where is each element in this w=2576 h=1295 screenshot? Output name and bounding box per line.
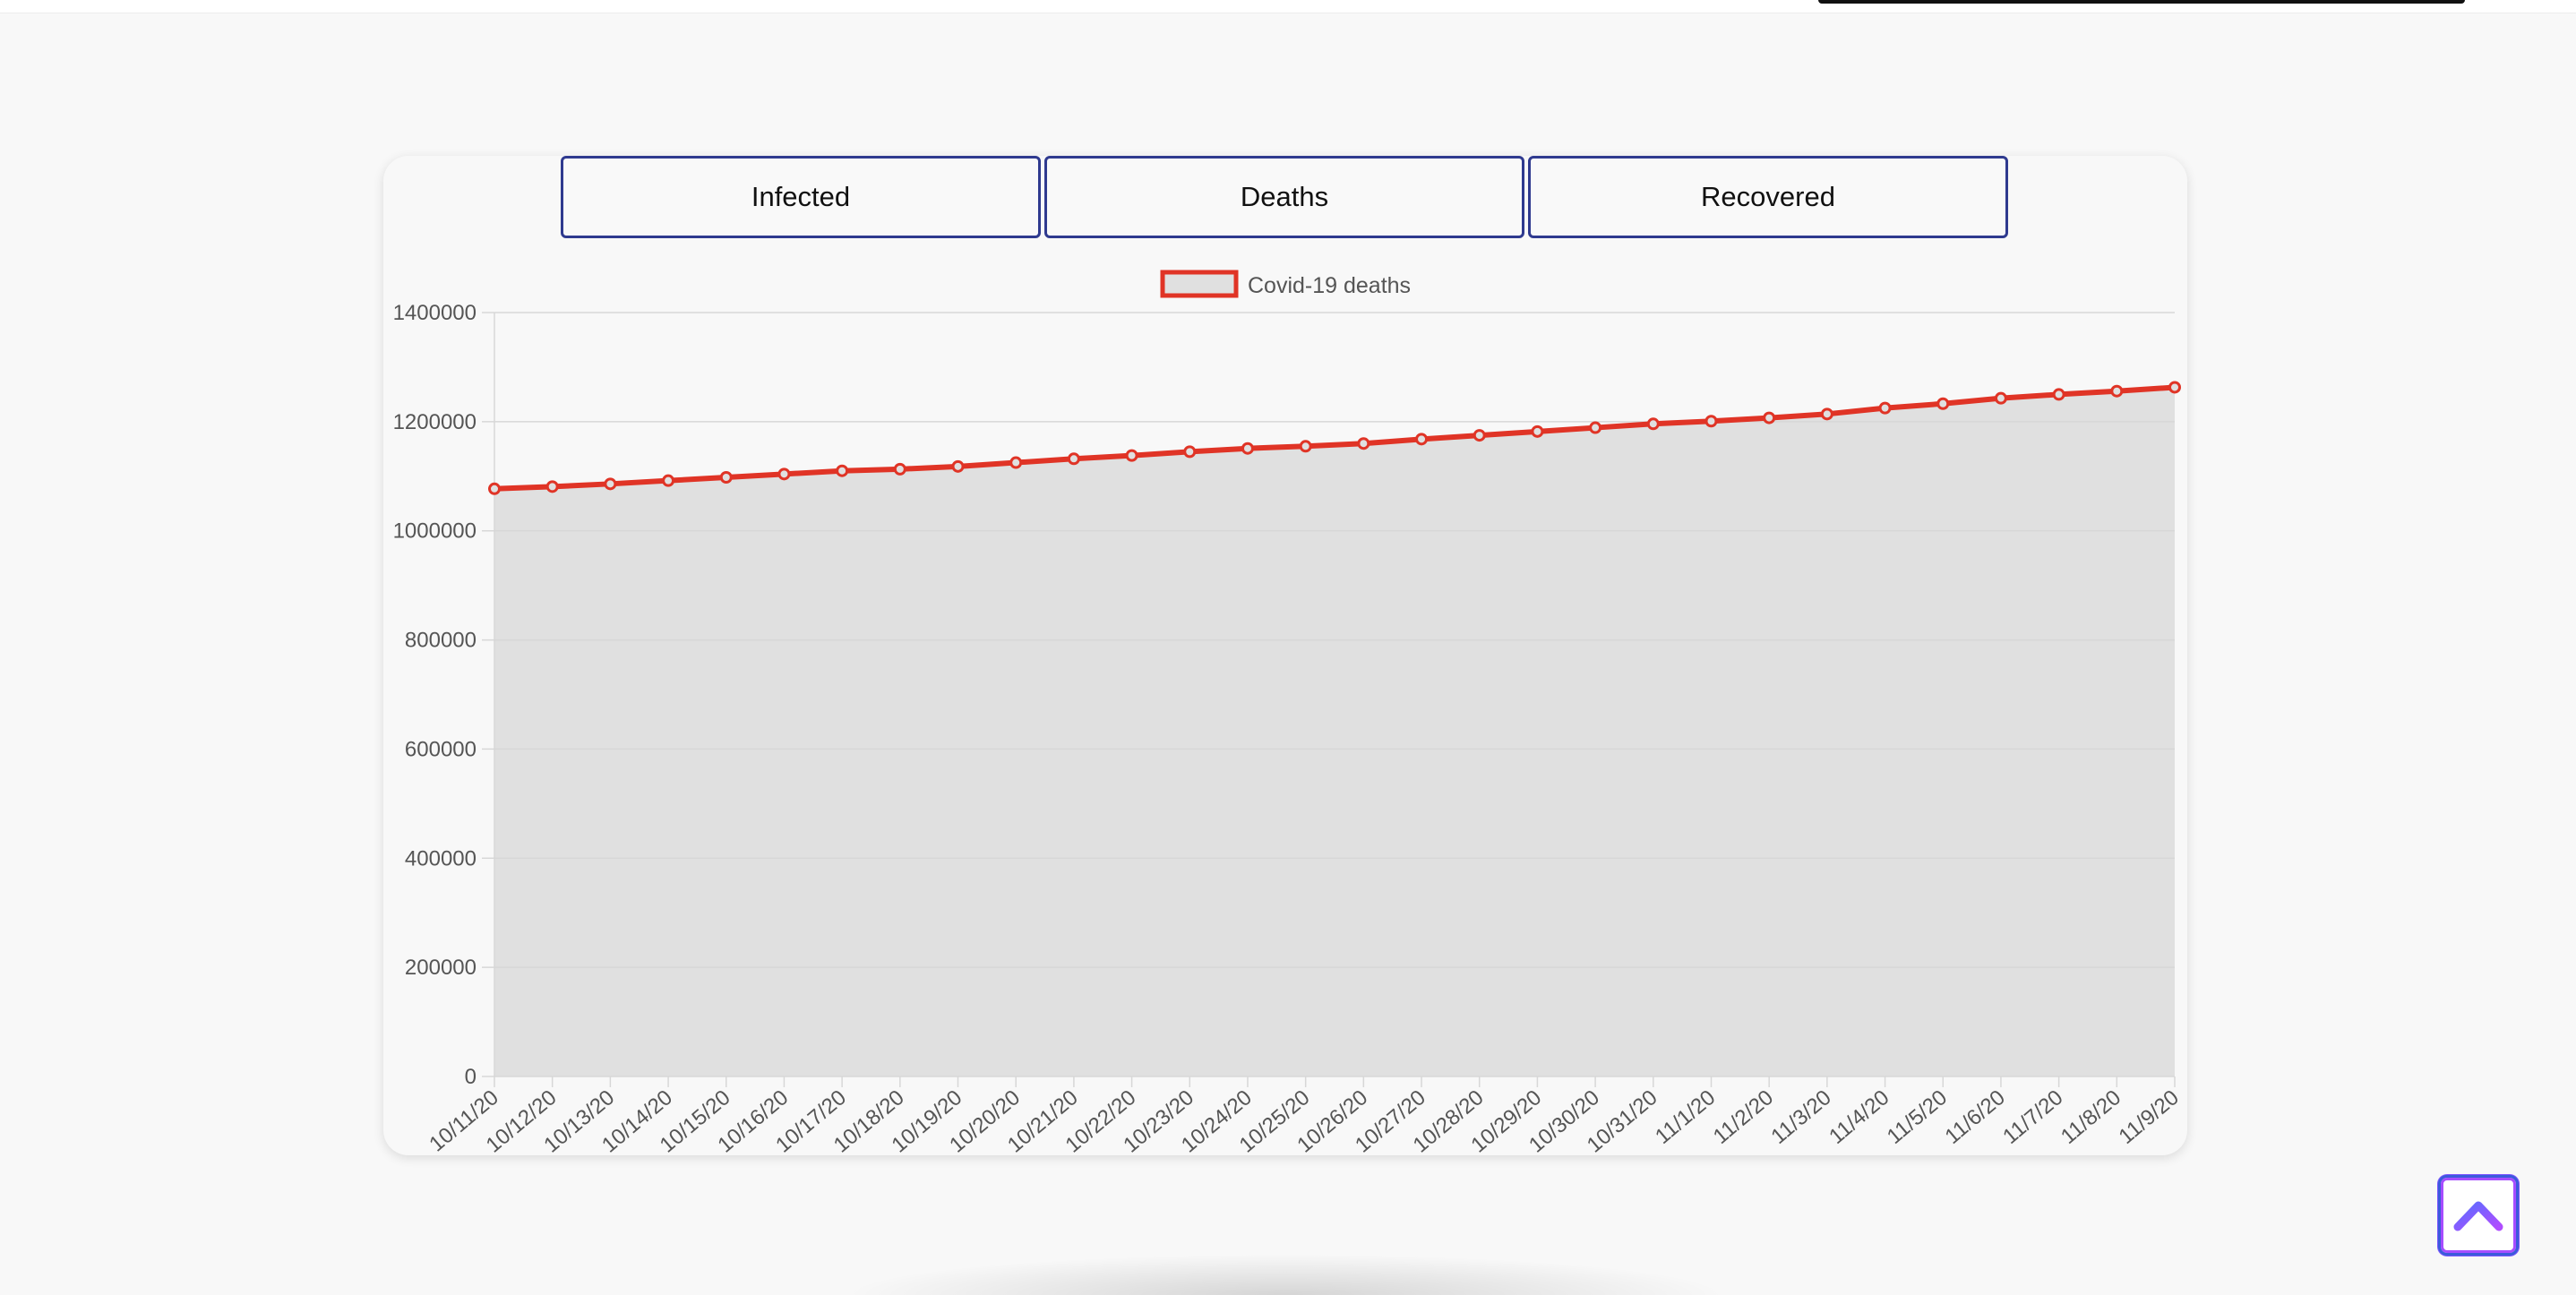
- data-point: [1183, 445, 1197, 459]
- tab-recovered[interactable]: Recovered: [1528, 156, 2008, 238]
- bottom-shadow: [842, 1254, 1729, 1295]
- y-tick-label: 200000: [405, 956, 477, 980]
- data-point: [1125, 449, 1138, 462]
- x-tick-label: 11/8/20: [2057, 1085, 2125, 1149]
- data-point: [1067, 452, 1080, 466]
- data-point: [1820, 407, 1833, 421]
- data-point: [1589, 421, 1602, 434]
- data-point: [1531, 425, 1544, 438]
- x-tick-label: 11/3/20: [1766, 1085, 1835, 1149]
- x-tick-label: 11/5/20: [1883, 1085, 1952, 1149]
- x-tick-label: 11/6/20: [1940, 1085, 2009, 1149]
- chevron-up-icon: [2453, 1201, 2503, 1231]
- scroll-to-top-button[interactable]: [2438, 1175, 2519, 1256]
- y-tick-label: 1200000: [393, 410, 477, 434]
- area-fill: [494, 387, 2175, 1076]
- y-tick-label: 1400000: [393, 301, 477, 325]
- data-point: [1994, 391, 2007, 405]
- data-point: [1299, 440, 1312, 453]
- data-point: [893, 462, 906, 476]
- data-point: [777, 467, 791, 481]
- data-point: [1473, 429, 1486, 442]
- data-point: [1878, 401, 1892, 415]
- data-point: [1009, 456, 1023, 469]
- x-tick-label: 11/4/20: [1825, 1085, 1893, 1149]
- y-tick-label: 600000: [405, 737, 477, 761]
- data-point: [545, 480, 559, 493]
- data-point: [719, 471, 733, 485]
- data-point: [1646, 417, 1660, 431]
- y-tick-label: 1000000: [393, 519, 477, 544]
- legend-label: Covid-19 deaths: [1248, 273, 1411, 298]
- data-point: [1241, 442, 1254, 455]
- data-point: [1763, 411, 1776, 425]
- data-point: [662, 474, 675, 487]
- top-bar: [1818, 0, 2465, 4]
- series-line: [492, 384, 2177, 492]
- data-point: [1357, 437, 1370, 450]
- tab-infected[interactable]: Infected: [561, 156, 1041, 238]
- data-point: [836, 464, 849, 477]
- data-point: [951, 459, 965, 473]
- tab-deaths[interactable]: Deaths: [1044, 156, 1524, 238]
- data-point: [2168, 381, 2181, 394]
- y-tick-label: 0: [465, 1065, 477, 1089]
- y-tick-label: 800000: [405, 629, 477, 653]
- data-point: [488, 482, 501, 495]
- data-point: [2110, 384, 2124, 398]
- data-point: [1704, 415, 1718, 428]
- dataset-tabs: Infected Deaths Recovered: [561, 156, 2012, 242]
- x-tick-label: 11/7/20: [1998, 1085, 2067, 1149]
- y-tick-label: 400000: [405, 846, 477, 870]
- data-point: [2052, 388, 2065, 401]
- data-point: [1415, 433, 1429, 446]
- data-point: [1936, 397, 1950, 410]
- data-point: [604, 477, 617, 491]
- legend-swatch: [1160, 270, 1239, 298]
- x-tick-label: 11/2/20: [1709, 1085, 1778, 1149]
- x-tick-label: 11/9/20: [2115, 1085, 2184, 1149]
- x-tick-label: 11/1/20: [1651, 1085, 1720, 1149]
